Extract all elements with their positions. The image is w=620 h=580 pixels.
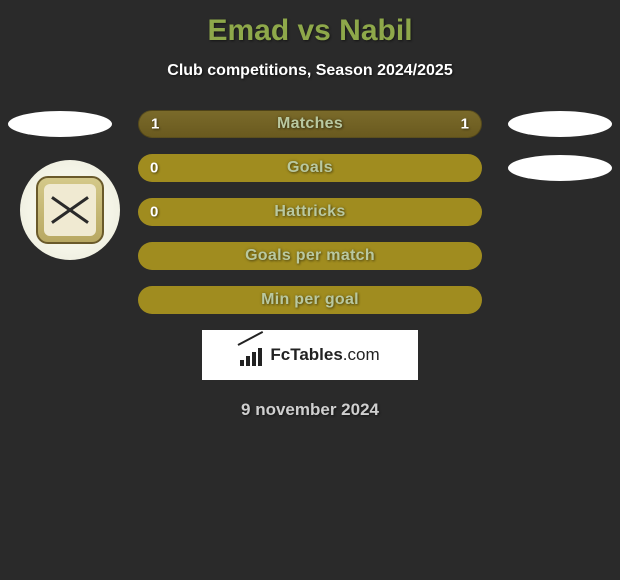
comparison-panel: Emad vs Nabil Club competitions, Season … [0,0,620,430]
crossed-swords-icon [48,188,92,232]
stat-label: Matches [277,115,343,133]
stat-left-value: 1 [151,116,159,133]
player-token-right [508,155,612,181]
stat-bar: Goals per match [138,242,482,270]
stat-label: Hattricks [274,203,345,221]
stat-bar: 0 Goals [138,154,482,182]
stat-right-value: 1 [461,116,469,133]
stat-left-value: 0 [150,204,158,221]
player-token-right [508,111,612,137]
stat-label: Goals [287,159,333,177]
subtitle: Club competitions, Season 2024/2025 [8,62,612,80]
brand-logo[interactable]: FcTables.com [202,330,418,380]
date-line: 9 november 2024 [8,400,612,420]
stat-bar: 0 Hattricks [138,198,482,226]
club-crest-left [20,160,120,260]
stat-row: Min per goal [8,286,612,314]
stat-label: Goals per match [245,247,375,265]
brand-text: FcTables.com [270,345,379,365]
player-token-left [8,111,112,137]
bar-chart-icon [240,344,264,366]
stat-bar: 1 Matches 1 [138,110,482,138]
crest-shield-icon [36,176,104,244]
page-title: Emad vs Nabil [8,14,612,48]
stat-row: 1 Matches 1 [8,110,612,138]
stat-label: Min per goal [261,291,359,309]
stat-left-value: 0 [150,160,158,177]
stat-bar: Min per goal [138,286,482,314]
